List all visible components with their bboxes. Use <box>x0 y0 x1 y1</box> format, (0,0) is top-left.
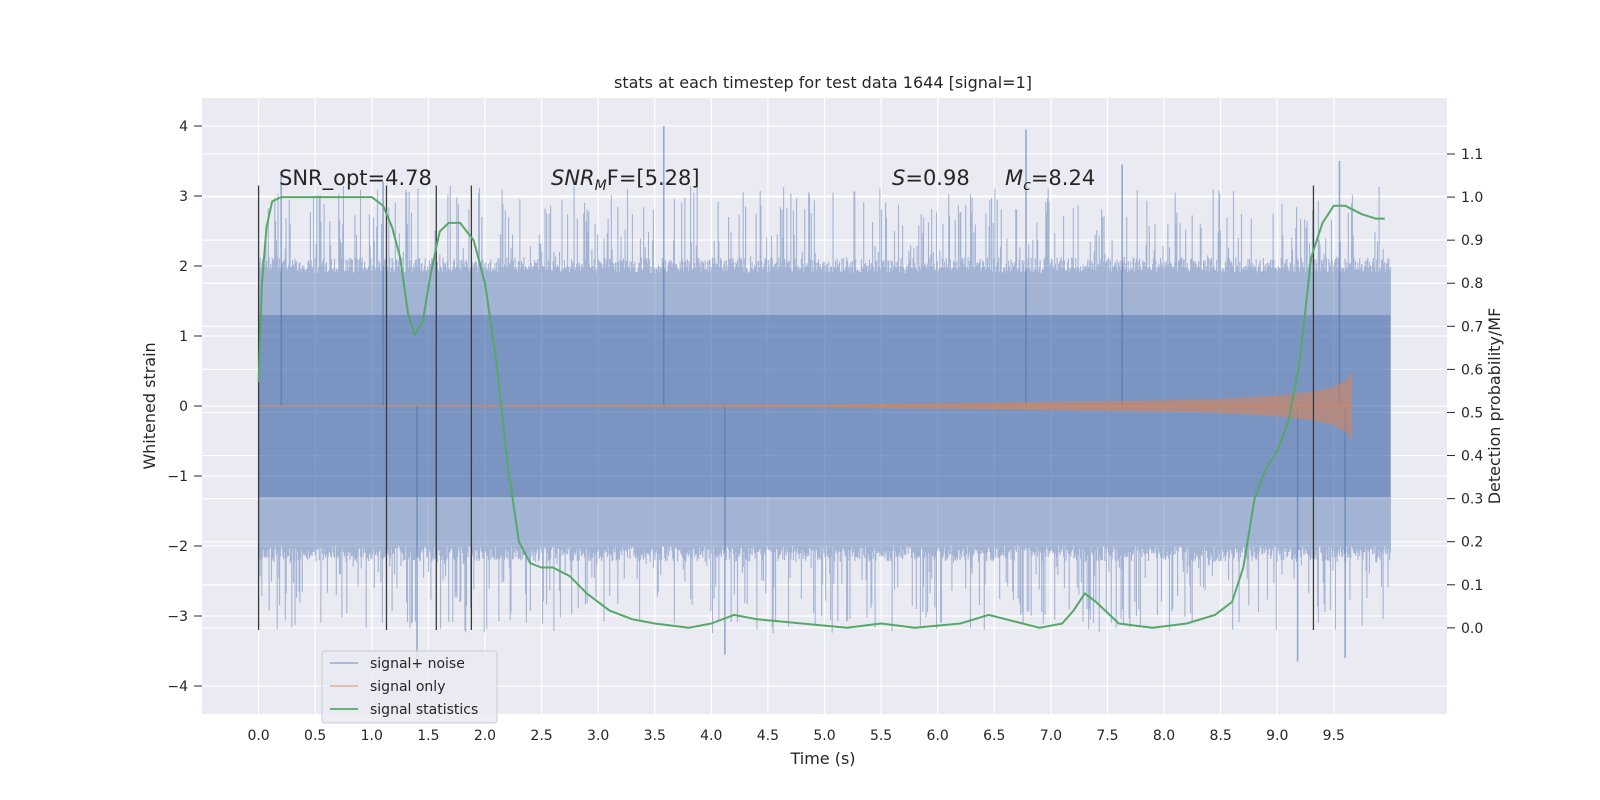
annotation-snr-mf: SNRMF=[5.28] <box>551 166 700 194</box>
legend-label-signal-noise: signal+ noise <box>370 656 465 672</box>
legend-box <box>321 650 498 724</box>
y-tick-label-left: −3 <box>167 609 188 625</box>
annotation-mc: Mc=8.24 <box>1005 166 1095 194</box>
x-tick-label: 8.5 <box>1210 728 1232 744</box>
annotation-s: S=0.98 <box>892 166 970 190</box>
x-tick-label: 8.0 <box>1153 728 1175 744</box>
y-axis-right-label: Detection probability/MF <box>1485 308 1504 505</box>
x-tick-label: 7.5 <box>1096 728 1118 744</box>
y-tick-label-left: 0 <box>179 399 188 415</box>
y-tick-label-left: 4 <box>179 119 188 135</box>
legend-label-signal-statistics: signal statistics <box>370 702 478 718</box>
x-tick-label: 1.0 <box>361 728 383 744</box>
x-tick-label: 0.0 <box>247 728 269 744</box>
y-tick-label-right: 0.2 <box>1461 535 1483 551</box>
y-tick-label-right: 0.4 <box>1461 449 1483 465</box>
x-tick-label: 2.0 <box>474 728 496 744</box>
chart-title: stats at each timestep for test data 164… <box>614 73 1032 92</box>
y-tick-label-right: 0.7 <box>1461 319 1483 335</box>
annotation-snr-opt: SNR_opt=4.78 <box>279 166 432 191</box>
series-signal-statistics <box>257 196 1385 629</box>
x-tick-label: 4.0 <box>700 728 722 744</box>
x-tick-label: 1.5 <box>417 728 439 744</box>
x-tick-label: 0.5 <box>304 728 326 744</box>
x-tick-label: 7.0 <box>1040 728 1062 744</box>
x-tick-label: 3.5 <box>644 728 666 744</box>
y-tick-label-right: 0.0 <box>1461 621 1483 637</box>
x-tick-label: 9.0 <box>1266 728 1288 744</box>
x-tick-label: 4.5 <box>757 728 779 744</box>
x-tick-label: 6.5 <box>983 728 1005 744</box>
marker-lines <box>257 185 1315 630</box>
legend: signal+ noise signal only signal statist… <box>321 650 498 724</box>
y-tick-label-left: 3 <box>179 189 188 205</box>
x-tick-label: 6.0 <box>927 728 949 744</box>
y-tick-label-right: 1.1 <box>1461 147 1483 163</box>
y-tick-label-left: −1 <box>167 469 188 485</box>
y-tick-label-right: 0.5 <box>1461 405 1483 421</box>
x-tick-label: 9.5 <box>1323 728 1345 744</box>
statistics-line <box>257 196 1385 629</box>
x-tick-label: 2.5 <box>530 728 552 744</box>
x-axis-label: Time (s) <box>789 749 855 768</box>
y-tick-label-right: 0.9 <box>1461 233 1483 249</box>
y-tick-label-right: 0.6 <box>1461 362 1483 378</box>
y-tick-label-left: −2 <box>167 539 188 555</box>
y-tick-label-right: 1.0 <box>1461 190 1483 206</box>
legend-label-signal-only: signal only <box>370 679 445 695</box>
y-tick-label-left: 1 <box>179 329 188 345</box>
y-axis-left: 4 3 2 1 0 −1 −2 −3 −4 <box>167 119 202 695</box>
y-tick-label-right: 0.1 <box>1461 578 1483 594</box>
x-tick-label: 5.0 <box>813 728 835 744</box>
y-tick-label-left: −4 <box>167 679 188 695</box>
x-axis: 0.0 0.5 1.0 1.5 2.0 2.5 3.0 3.5 4.0 4.5 5.0 5.5 6.0 6… <box>247 728 1344 744</box>
y-axis-right: 1.1 1.0 0.9 0.8 0.7 0.6 0.5 0.4 0.3 0.2 0.1 0.0 <box>1447 147 1483 637</box>
y-tick-label-right: 0.8 <box>1461 276 1483 292</box>
y-tick-label-left: 2 <box>179 259 188 275</box>
y-tick-label-right: 0.3 <box>1461 492 1483 508</box>
y-axis-left-label: Whitened strain <box>140 342 159 469</box>
x-tick-label: 3.0 <box>587 728 609 744</box>
x-tick-label: 5.5 <box>870 728 892 744</box>
series-signal-only <box>258 371 1352 441</box>
